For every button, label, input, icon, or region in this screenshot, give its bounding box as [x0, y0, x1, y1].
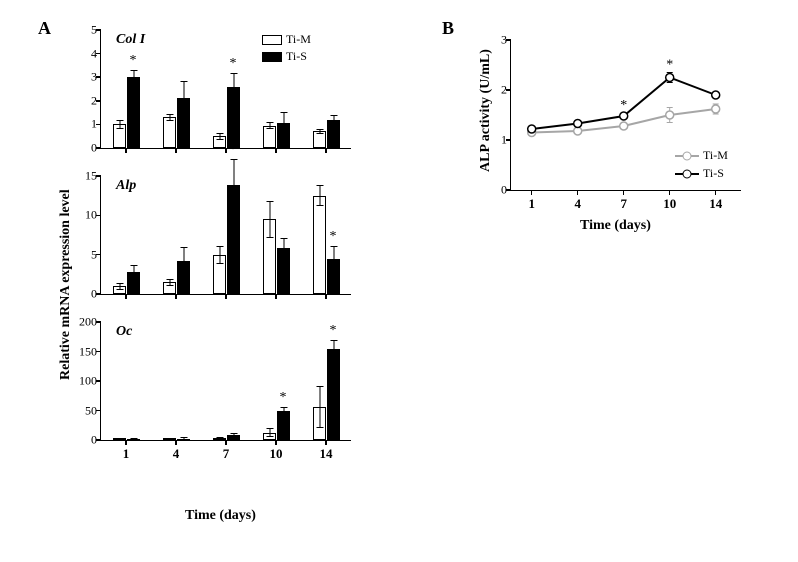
ylabel-b: ALP activity (U/mL) — [478, 49, 494, 172]
bar-tim — [313, 196, 326, 294]
sig-marker: * — [620, 98, 627, 113]
panel-b: 01231471014** — [510, 40, 750, 210]
marker — [712, 105, 720, 113]
ytick-label: 10 — [85, 208, 101, 223]
xtick-label: 14 — [320, 440, 333, 462]
legend-tis-label: Ti-S — [286, 49, 307, 64]
ytick-label: 5 — [91, 23, 101, 38]
subplot-coli: 012345**Col I — [100, 30, 350, 148]
xtick-label: 14 — [709, 190, 722, 212]
sig-marker: * — [280, 390, 287, 406]
xtick-label: 4 — [173, 440, 180, 462]
legend-line-tis — [675, 173, 699, 175]
sig-marker: * — [230, 56, 237, 72]
legend-tim-label: Ti-M — [286, 32, 311, 47]
gene-label: Alp — [116, 178, 136, 194]
sig-marker: * — [230, 142, 237, 158]
bar-tis — [327, 349, 340, 440]
panel-a: 012345**Col I051015**Alp0501001502001471… — [100, 30, 370, 500]
marker — [528, 125, 536, 133]
legend-b: Ti-M Ti-S — [675, 148, 728, 181]
xtick-label: 4 — [574, 190, 581, 212]
marker — [574, 120, 582, 128]
xtick-label: 7 — [620, 190, 627, 212]
xtick-label: 1 — [123, 440, 130, 462]
ytick-label: 3 — [501, 33, 511, 48]
legendb-tim-label: Ti-M — [703, 148, 728, 163]
bar-tis — [277, 411, 290, 441]
legendb-tis-label: Ti-S — [703, 166, 724, 181]
sig-marker: * — [330, 323, 337, 339]
gene-label: Oc — [116, 324, 132, 340]
xtick-label: 1 — [528, 190, 535, 212]
bar-tim — [263, 126, 276, 148]
xtick-label: 7 — [223, 440, 230, 462]
marker — [620, 122, 628, 130]
xtick-label: 10 — [663, 190, 676, 212]
sig-marker: * — [130, 53, 137, 69]
ytick-label: 5 — [91, 247, 101, 262]
ytick-label: 150 — [79, 344, 101, 359]
xtick-label: 10 — [270, 440, 283, 462]
legend-swatch-tis — [262, 52, 282, 62]
ytick-label: 50 — [85, 403, 101, 418]
sig-marker: * — [666, 58, 673, 73]
ytick-label: 2 — [91, 93, 101, 108]
ytick-label: 0 — [91, 287, 101, 302]
panel-b-label: B — [442, 18, 454, 39]
ytick-label: 3 — [91, 70, 101, 85]
marker — [666, 111, 674, 119]
legend-line-tim — [675, 155, 699, 157]
ytick-label: 1 — [91, 117, 101, 132]
marker — [620, 112, 628, 120]
legend-swatch-tim — [262, 35, 282, 45]
ylabel-a: Relative mRNA expression level — [58, 189, 74, 380]
bar-tis — [127, 77, 140, 148]
subplot-oc: 05010015020014710*14*Oc — [100, 322, 350, 440]
xlabel-a: Time (days) — [185, 508, 256, 524]
ytick-label: 15 — [85, 169, 101, 184]
marker — [666, 74, 674, 82]
ytick-label: 0 — [91, 433, 101, 448]
legend-a: Ti-M Ti-S — [262, 32, 311, 64]
subplot-alp: 051015**Alp — [100, 176, 350, 294]
gene-label: Col I — [116, 32, 145, 48]
ytick-label: 2 — [501, 83, 511, 98]
bar-tim — [163, 117, 176, 148]
sig-marker: * — [330, 229, 337, 245]
ytick-label: 0 — [91, 141, 101, 156]
xlabel-b: Time (days) — [580, 218, 651, 234]
ytick-label: 4 — [91, 46, 101, 61]
ytick-label: 200 — [79, 315, 101, 330]
ytick-label: 1 — [501, 133, 511, 148]
ytick-label: 0 — [501, 183, 511, 198]
marker — [712, 91, 720, 99]
panel-a-label: A — [38, 18, 51, 39]
ytick-label: 100 — [79, 374, 101, 389]
